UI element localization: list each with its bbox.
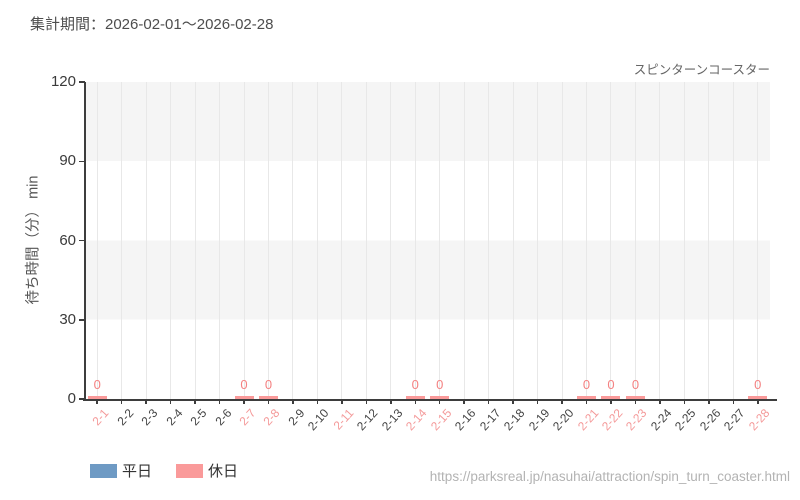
- gridline-vertical: [194, 82, 196, 399]
- x-axis-tick: [634, 399, 637, 404]
- y-axis-tick-label: 0: [67, 390, 76, 407]
- gridline-vertical: [439, 82, 441, 399]
- x-axis-tick: [390, 399, 392, 404]
- x-axis-tick: [561, 399, 563, 404]
- legend-label-holiday: 休日: [208, 463, 239, 480]
- gridline-vertical: [732, 82, 734, 399]
- gridline-vertical: [365, 82, 367, 399]
- gridline-vertical: [634, 82, 636, 399]
- holiday-bar: [601, 396, 621, 399]
- x-axis-label: 2-28: [745, 406, 773, 434]
- x-axis-tick: [169, 399, 172, 404]
- holiday-bar: [748, 396, 768, 399]
- x-axis-tick: [487, 399, 490, 404]
- bar-value-label: 0: [607, 377, 615, 392]
- y-axis-tick: [79, 319, 85, 321]
- x-axis-tick: [708, 399, 710, 404]
- x-axis-tick: [757, 399, 759, 404]
- y-axis-tick-label: 90: [59, 152, 76, 170]
- x-axis-tick: [683, 399, 686, 404]
- legend-item-holiday: 休日: [176, 460, 238, 481]
- x-axis-tick: [96, 399, 98, 404]
- legend-item-weekday: 平日: [90, 460, 152, 481]
- gridline-vertical: [757, 82, 759, 399]
- gridline-vertical: [561, 82, 563, 399]
- gridline-vertical: [512, 82, 514, 399]
- y-axis-tick-label: 60: [59, 231, 76, 249]
- x-axis-tick: [463, 399, 465, 404]
- bar-value-label: 0: [754, 377, 762, 392]
- x-axis-tick: [243, 399, 245, 404]
- gridline-vertical: [121, 82, 123, 399]
- x-axis-tick: [732, 399, 735, 404]
- y-axis-tick-label: 30: [59, 310, 76, 328]
- gridline-vertical: [683, 82, 685, 399]
- source-url: https://parksreal.jp/nasuhai/attraction/…: [429, 469, 790, 484]
- plot-area: [85, 82, 770, 399]
- x-axis-tick: [365, 399, 368, 404]
- x-axis-tick: [585, 399, 588, 404]
- x-axis-tick: [292, 399, 294, 404]
- bar-value-label: 0: [436, 377, 444, 392]
- y-axis-tick: [79, 239, 85, 242]
- holiday-bar: [87, 396, 107, 399]
- bar-value-label: 0: [264, 377, 273, 392]
- gridline-vertical: [488, 82, 490, 399]
- bar-value-label: 0: [93, 377, 101, 392]
- legend-label-weekday: 平日: [122, 463, 153, 480]
- gridline-vertical: [610, 82, 612, 399]
- gridline-vertical: [267, 82, 269, 399]
- holiday-color-swatch: [176, 463, 204, 478]
- bar-value-label: 0: [240, 377, 248, 392]
- y-axis-tick-label: 120: [50, 73, 76, 90]
- holiday-bar: [258, 396, 278, 399]
- x-axis-tick: [438, 399, 441, 404]
- gridline-vertical: [170, 82, 172, 399]
- gridline-vertical: [537, 82, 539, 399]
- holiday-bar: [405, 396, 425, 399]
- bar-value-label: 0: [411, 377, 419, 392]
- gridline-vertical: [586, 82, 588, 399]
- holiday-bar: [430, 396, 450, 399]
- x-axis-tick: [145, 399, 147, 404]
- y-axis-tick: [79, 398, 85, 400]
- gridline-vertical: [708, 82, 710, 399]
- x-axis-tick: [218, 399, 221, 404]
- gridline-vertical: [659, 82, 661, 399]
- x-axis-line: [83, 398, 777, 401]
- x-axis-tick: [610, 399, 612, 404]
- holiday-bar: [577, 396, 597, 399]
- attraction-name-label: スピンターンコースター: [633, 63, 770, 77]
- x-axis-tick: [194, 399, 196, 404]
- gridline-vertical: [145, 82, 147, 399]
- gridline-vertical: [292, 82, 294, 399]
- x-axis-tick: [414, 399, 417, 404]
- x-axis-tick: [659, 399, 661, 404]
- gridline-vertical: [390, 82, 392, 399]
- x-axis-tick: [316, 399, 319, 404]
- gridline-vertical: [219, 82, 221, 399]
- gridline-vertical: [463, 82, 465, 399]
- report-period-title: 集計期間：2026-02-01〜2026-02-28: [30, 16, 274, 33]
- gridline-vertical: [341, 82, 343, 399]
- bar-value-label: 0: [582, 377, 591, 392]
- x-axis-tick: [267, 399, 270, 404]
- x-axis-label: 2-1: [89, 406, 112, 429]
- legend: 平日 休日: [90, 460, 238, 481]
- gridline-vertical: [243, 82, 245, 399]
- gridline-vertical: [96, 82, 98, 399]
- bar-value-label: 0: [631, 377, 640, 392]
- x-axis-tick: [536, 399, 539, 404]
- y-axis-tick: [79, 81, 85, 83]
- x-axis-tick: [341, 399, 343, 404]
- holiday-bar: [234, 396, 254, 399]
- x-axis-tick: [512, 399, 514, 404]
- weekday-color-swatch: [90, 463, 117, 478]
- holiday-bar: [625, 396, 645, 399]
- x-axis-tick: [120, 399, 123, 404]
- gridline-vertical: [316, 82, 318, 399]
- gridline-vertical: [414, 82, 416, 399]
- y-axis-tick: [79, 160, 85, 162]
